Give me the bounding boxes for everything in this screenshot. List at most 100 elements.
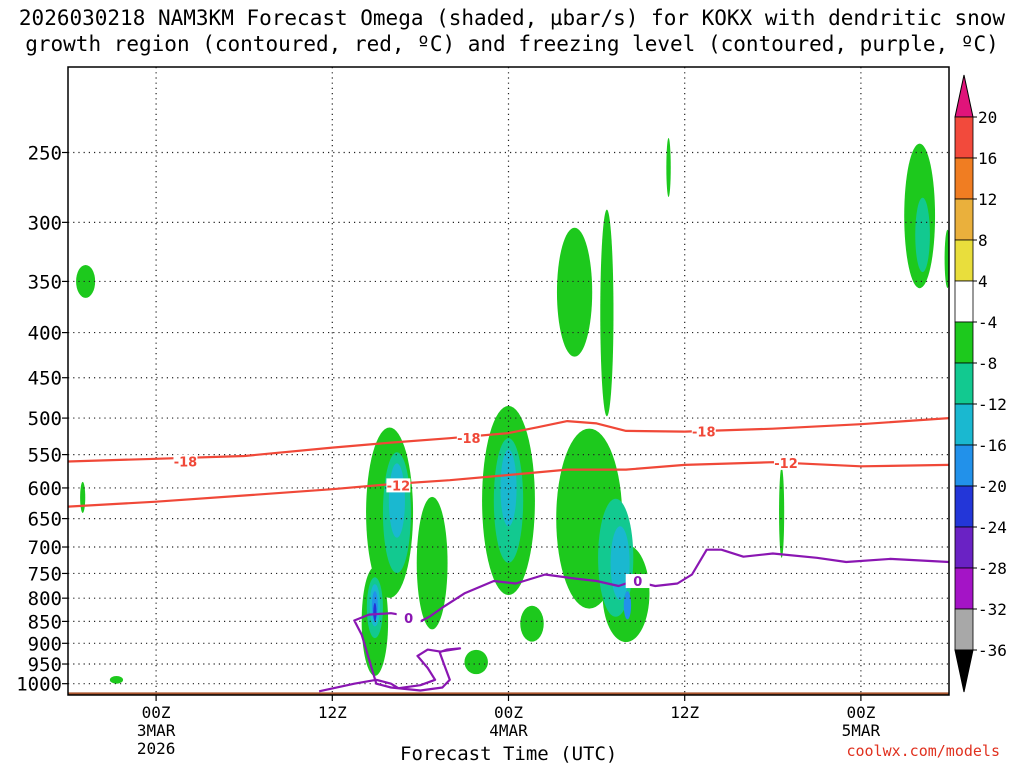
- colorbar-label: -36: [978, 641, 1007, 660]
- contour-label-bg: [456, 431, 481, 446]
- omega-region: [158, 388, 175, 432]
- omega-region: [80, 481, 86, 513]
- x-tick-label: 4MAR: [489, 721, 528, 740]
- colorbar-bin: [954, 321, 974, 364]
- colorbar-bin: [954, 280, 974, 323]
- contour-label: -12: [387, 479, 411, 494]
- colorbar: 20 16 12 8 4 -4 -8 -12 -16 -20 -24 -28 -32 -36: [954, 74, 1007, 693]
- x-tick-label: 5MAR: [842, 721, 881, 740]
- contour-label: -18: [457, 432, 481, 447]
- omega-region: [464, 649, 488, 675]
- colorbar-label: -20: [978, 477, 1007, 496]
- omega-region: [109, 675, 124, 684]
- y-axis: 250 300 350 400 450 500 550 600 650 700 750 8008509…: [16, 142, 68, 696]
- colorbar-bin: [954, 362, 974, 405]
- chart-title-line-2: growth region (contoured, red, ºC) and f…: [25, 32, 999, 56]
- contour-label-bg: [173, 454, 198, 469]
- x-tick-label: 00Z: [494, 703, 523, 722]
- contour-line: [318, 612, 462, 693]
- colorbar-label: -24: [978, 518, 1007, 537]
- omega-region: [874, 304, 883, 389]
- colorbar-label: 8: [978, 231, 988, 250]
- y-tick-label: 450: [28, 368, 62, 390]
- omega-region: [87, 608, 135, 644]
- contour-label-bg: [774, 455, 799, 470]
- colorbar-over-arrow: [954, 74, 974, 118]
- colorbar-label: -16: [978, 436, 1007, 455]
- colorbar-bin: [954, 116, 974, 159]
- x-tick-label: 12Z: [670, 703, 699, 722]
- omega-region: [494, 177, 502, 268]
- omega-region: [600, 209, 614, 417]
- omega-region: [416, 496, 448, 630]
- colorbar-label: 16: [978, 149, 997, 168]
- y-tick-label: 700: [28, 537, 62, 559]
- omega-region: [938, 598, 948, 636]
- omega-region: [531, 670, 553, 678]
- y-tick-label: 350: [28, 271, 62, 293]
- y-tick-label: 600: [28, 478, 62, 500]
- grid-layer: [68, 67, 949, 695]
- colorbar-under-arrow: [954, 649, 974, 693]
- y-tick-label: 650: [28, 509, 62, 531]
- y-tick-label: 400: [28, 323, 62, 345]
- contour-label: -18: [692, 426, 716, 441]
- y-tick-label: 850: [28, 611, 62, 633]
- colorbar-bin: [954, 198, 974, 241]
- contour-label-bg: [386, 478, 411, 493]
- contour-label: 0: [633, 575, 642, 590]
- omega-region: [740, 220, 779, 275]
- site-credit: coolwx.com/models: [846, 742, 1000, 760]
- y-tick-label: 300: [28, 212, 62, 234]
- colorbar-bin: [954, 157, 974, 200]
- colorbar-label: -4: [978, 313, 997, 332]
- omega-region: [932, 95, 940, 146]
- omega-region: [556, 227, 593, 357]
- contour-label: 0: [404, 612, 413, 627]
- omega-region: [915, 197, 930, 273]
- x-tick-label: 00Z: [142, 703, 171, 722]
- colorbar-label: 12: [978, 190, 997, 209]
- colorbar-bin: [954, 444, 974, 487]
- omega-region: [944, 229, 949, 288]
- omega-region: [666, 137, 671, 198]
- x-tick-label: 12Z: [318, 703, 347, 722]
- y-tick-label: 250: [28, 142, 62, 164]
- contour-label: -18: [174, 456, 198, 471]
- y-tick-label: 900: [28, 633, 62, 655]
- contour-line: [68, 461, 949, 508]
- y-tick-label: 750: [28, 563, 62, 585]
- x-axis-title: Forecast Time (UTC): [400, 743, 618, 765]
- contour-line: [428, 548, 949, 618]
- colorbar-label: -12: [978, 395, 1007, 414]
- y-tick-label: 550: [28, 445, 62, 467]
- contour-label-bg: [396, 610, 421, 625]
- chart-title-line-1: 2026030218 NAM3KM Forecast Omega (shaded…: [18, 6, 1006, 30]
- omega-region: [500, 449, 517, 527]
- contour-label-bg: [625, 574, 650, 589]
- y-tick-label: 800: [28, 588, 62, 610]
- terrain-fill: [68, 692, 949, 695]
- colorbar-bin: [954, 567, 974, 610]
- x-tick-label: 3MAR: [137, 721, 176, 740]
- x-tick-label: 2026: [137, 739, 176, 758]
- omega-region: [68, 142, 73, 208]
- colorbar-bin: [954, 485, 974, 528]
- omega-region: [610, 526, 630, 600]
- colorbar-bin: [954, 403, 974, 446]
- colorbar-label: -28: [978, 559, 1007, 578]
- colorbar-bin: [954, 239, 974, 282]
- contour-line: [68, 417, 949, 463]
- omega-region: [388, 463, 405, 538]
- omega-region: [779, 467, 785, 558]
- colorbar-label: 20: [978, 108, 997, 127]
- omega-region: [936, 539, 941, 577]
- y-tick-label: 1000: [16, 674, 62, 696]
- colorbar-label: 4: [978, 272, 988, 291]
- colorbar-bin: [954, 608, 974, 651]
- y-tick-label: 500: [28, 408, 62, 430]
- colorbar-bin: [954, 526, 974, 569]
- omega-region: [650, 452, 655, 471]
